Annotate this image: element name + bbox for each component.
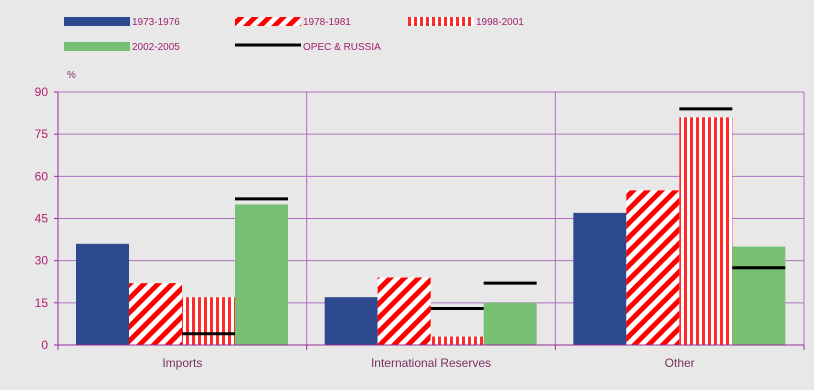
axes [54,91,805,350]
y-tick-label: 60 [35,169,49,183]
y-tick-label: 75 [35,127,49,141]
bar-2002-2005 [732,246,786,345]
bar-1978-1981 [626,190,680,345]
y-tick-label: 45 [35,212,49,226]
opec-russia-markers [182,107,786,336]
legend-swatch [64,42,130,51]
legend-swatch [64,17,130,26]
x-tick-label: Other [665,356,695,370]
bar-1998-2001 [182,297,235,345]
bar-1973-1976 [573,212,627,345]
legend-label: 2002-2005 [132,42,180,53]
legend-label: OPEC & RUSSIA [303,42,381,53]
legend-label: 1998-2001 [476,17,524,28]
x-tick-label: Imports [162,356,202,370]
legend-label: 1973-1976 [132,17,180,28]
bar-2002-2005 [483,302,537,345]
legend: 1973-1976 1978-1981 1998-2001 2002-2005 OPEC… [64,17,524,53]
bar-1978-1981 [129,283,182,345]
bar-1998-2001 [679,117,733,345]
legend-label: 1978-1981 [303,17,351,28]
y-tick-label: 90 [35,85,49,99]
y-tick-label: 30 [35,254,49,268]
legend-swatch [408,17,474,26]
bar-1978-1981 [377,277,431,345]
bars [76,117,786,345]
x-tick-label: International Reserves [371,356,491,370]
axis-labels: 0 15 30 45 60 75 90 Imports International Reserv… [35,85,695,370]
bar-1998-2001 [430,336,484,345]
bar-2002-2005 [235,204,288,345]
bar-1973-1976 [324,297,378,345]
y-unit-label: % [67,70,76,81]
legend-swatch [235,17,301,26]
bar-1973-1976 [76,243,129,345]
y-tick-label: 0 [41,338,48,352]
y-tick-label: 15 [35,296,49,310]
